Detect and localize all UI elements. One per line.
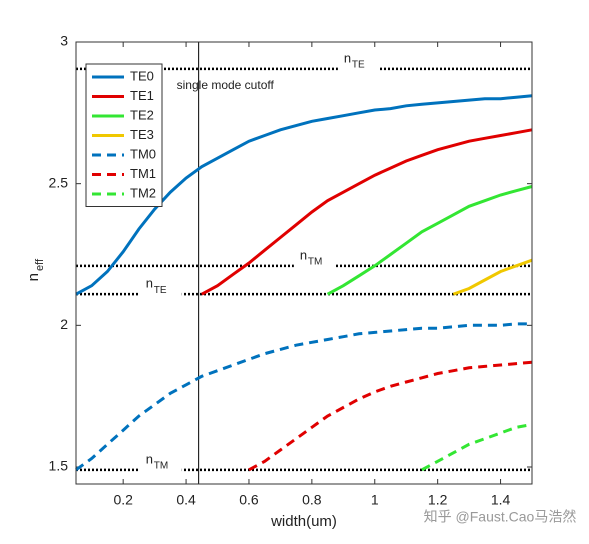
label-gap bbox=[293, 259, 336, 272]
series-line bbox=[326, 185, 533, 296]
plot-frame bbox=[75, 41, 533, 485]
y-axis-label-sub: eff bbox=[34, 258, 46, 271]
reference-label-sub: TM bbox=[154, 460, 168, 471]
reference-label-sub: TM bbox=[308, 256, 322, 267]
legend-label: TM1 bbox=[130, 166, 156, 181]
reference-label-sub: TE bbox=[352, 60, 365, 71]
legend-label: TM0 bbox=[130, 146, 156, 161]
legend-label: TE0 bbox=[130, 68, 154, 83]
series-line bbox=[421, 423, 533, 472]
y-tick-label: 3 bbox=[60, 33, 68, 49]
x-tick-label: 0.2 bbox=[113, 492, 133, 508]
legend-label: TE2 bbox=[130, 107, 154, 122]
label-gap bbox=[337, 62, 380, 75]
legend-label: TE1 bbox=[130, 88, 154, 103]
series-line bbox=[75, 322, 532, 472]
reference-label: n bbox=[146, 276, 153, 291]
series-line bbox=[75, 94, 533, 296]
watermark: 知乎 @Faust.Cao马浩然 bbox=[424, 509, 577, 525]
y-axis-label: n bbox=[25, 273, 42, 281]
x-axis-label: width(um) bbox=[270, 513, 337, 530]
x-tick-label: 1.2 bbox=[428, 492, 448, 508]
x-tick-label: 0.4 bbox=[176, 492, 196, 508]
series-line bbox=[248, 360, 533, 472]
y-tick-label: 2.5 bbox=[49, 174, 69, 190]
series-line bbox=[452, 258, 533, 296]
reference-label-sub: TE bbox=[154, 285, 167, 296]
x-tick-label: 1.4 bbox=[491, 492, 511, 508]
legend-label: TE3 bbox=[130, 127, 154, 142]
x-tick-label: 0.6 bbox=[239, 492, 259, 508]
label-gap bbox=[139, 463, 182, 476]
reference-label: n bbox=[300, 247, 307, 262]
label-gap bbox=[139, 288, 182, 301]
y-tick-label: 1.5 bbox=[49, 458, 69, 474]
cutoff-label: single mode cutoff bbox=[177, 78, 275, 92]
y-tick-label: 2 bbox=[60, 316, 68, 332]
x-tick-label: 1 bbox=[371, 492, 379, 508]
legend-label: TM2 bbox=[130, 185, 156, 200]
x-tick-label: 0.8 bbox=[302, 492, 322, 508]
reference-label: n bbox=[344, 50, 351, 65]
reference-label: n bbox=[146, 451, 153, 466]
series-line bbox=[201, 128, 533, 296]
